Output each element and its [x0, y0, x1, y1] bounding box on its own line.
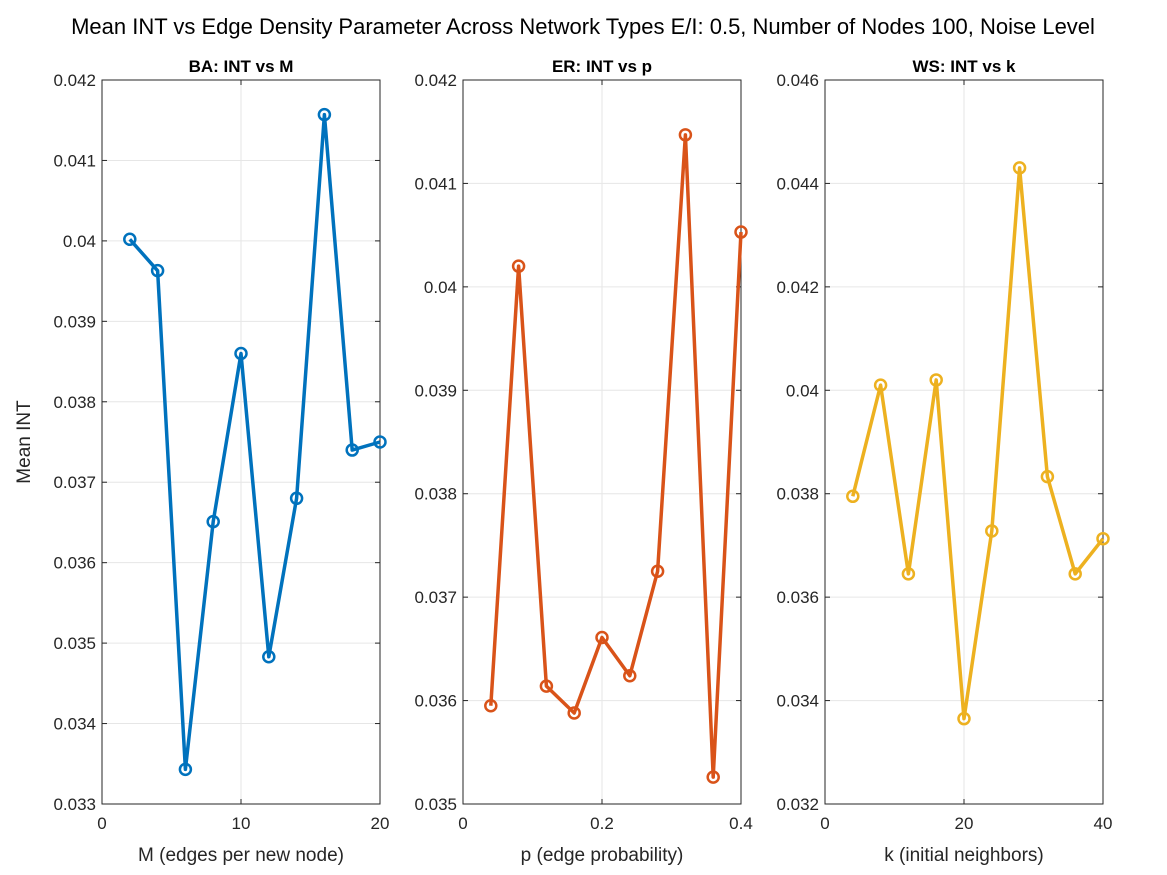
y-tick-label: 0.035 — [53, 634, 96, 653]
panel-2: 0 0.2 0.4 0.035 0.036 0.037 0.038 0.039 0.04 0.04… — [414, 57, 752, 866]
x-tick-label: 0 — [458, 814, 467, 833]
y-tick-label: 0.038 — [414, 485, 457, 504]
data-point — [150, 263, 165, 278]
x-tick-label: 20 — [955, 814, 974, 833]
y-tick-label: 0.034 — [53, 715, 96, 734]
y-tick-label: 0.036 — [776, 588, 819, 607]
x-axis-label: k (initial neighbors) — [884, 845, 1043, 866]
data-point — [734, 225, 748, 239]
data-point — [1012, 161, 1027, 175]
data-point — [539, 679, 554, 693]
data-point — [623, 668, 637, 683]
series-line — [851, 166, 1105, 721]
panel-title: ER: INT vs p — [552, 57, 652, 76]
y-tick-label: 0.036 — [53, 554, 96, 573]
data-point — [178, 762, 193, 777]
data-point — [595, 630, 609, 645]
panel-title: BA: INT vs M — [189, 57, 294, 76]
figure-title: Mean INT vs Edge Density Parameter Acros… — [71, 14, 1095, 39]
data-point — [289, 491, 304, 506]
data-point — [373, 435, 387, 449]
x-tick-label: 0.2 — [590, 814, 614, 833]
y-tick-label: 0.034 — [776, 692, 819, 711]
y-tick-label: 0.042 — [53, 71, 96, 90]
y-tick-label: 0.042 — [776, 278, 819, 297]
data-point — [1040, 469, 1055, 484]
panels: 0 10 20 0.033 0.034 0.035 0.036 0.037 0.038 0.039… — [14, 57, 1112, 866]
y-tick-label: 0.036 — [414, 692, 457, 711]
y-tick-label: 0.044 — [776, 174, 819, 193]
y-tick-label: 0.04 — [424, 278, 457, 297]
data-point — [901, 567, 916, 581]
data-point — [706, 770, 720, 784]
x-tick-label: 10 — [232, 814, 251, 833]
panel-3: 0 20 40 0.032 0.034 0.036 0.038 0.04 0.042 0.044 0… — [776, 57, 1112, 866]
y-tick-label: 0.041 — [414, 174, 457, 193]
y-tick-label: 0.037 — [53, 473, 96, 492]
data-point — [262, 650, 276, 664]
y-tick-label: 0.033 — [53, 795, 96, 814]
y-tick-label: 0.042 — [414, 71, 457, 90]
data-point — [929, 373, 943, 387]
data-point — [345, 443, 359, 457]
data-point — [206, 514, 220, 529]
x-tick-label: 0.4 — [729, 814, 753, 833]
y-axis-label: Mean INT — [14, 400, 35, 484]
data-point — [846, 489, 860, 504]
x-tick-label: 0 — [97, 814, 106, 833]
y-tick-label: 0.039 — [414, 381, 457, 400]
data-point — [985, 524, 999, 538]
y-tick-label: 0.039 — [53, 312, 96, 331]
data-point — [511, 259, 526, 273]
data-point — [678, 128, 693, 142]
data-point — [484, 698, 498, 713]
panel-title: WS: INT vs k — [913, 57, 1017, 76]
x-tick-label: 0 — [820, 814, 829, 833]
y-tick-label: 0.037 — [414, 588, 457, 607]
y-tick-label: 0.04 — [63, 232, 96, 251]
data-point — [317, 107, 332, 122]
x-tick-label: 40 — [1094, 814, 1113, 833]
y-tick-label: 0.038 — [776, 485, 819, 504]
x-axis-label: p (edge probability) — [521, 845, 684, 866]
data-point — [873, 378, 888, 392]
series-line — [489, 133, 743, 779]
x-tick-label: 20 — [371, 814, 390, 833]
data-point — [234, 346, 248, 361]
y-tick-label: 0.038 — [53, 393, 96, 412]
data-point — [1096, 531, 1110, 546]
data-point — [650, 564, 665, 579]
data-point — [1068, 567, 1082, 581]
series-line — [128, 112, 381, 772]
x-axis-label: M (edges per new node) — [138, 845, 344, 866]
panel-1: 0 10 20 0.033 0.034 0.035 0.036 0.037 0.038 0.039… — [14, 57, 389, 866]
y-tick-label: 0.035 — [414, 795, 457, 814]
y-tick-label: 0.04 — [786, 381, 819, 400]
y-tick-label: 0.046 — [776, 71, 819, 90]
data-point — [957, 711, 971, 726]
data-point — [123, 232, 137, 247]
data-point — [567, 706, 581, 720]
y-tick-label: 0.032 — [776, 795, 819, 814]
y-tick-label: 0.041 — [53, 151, 96, 170]
